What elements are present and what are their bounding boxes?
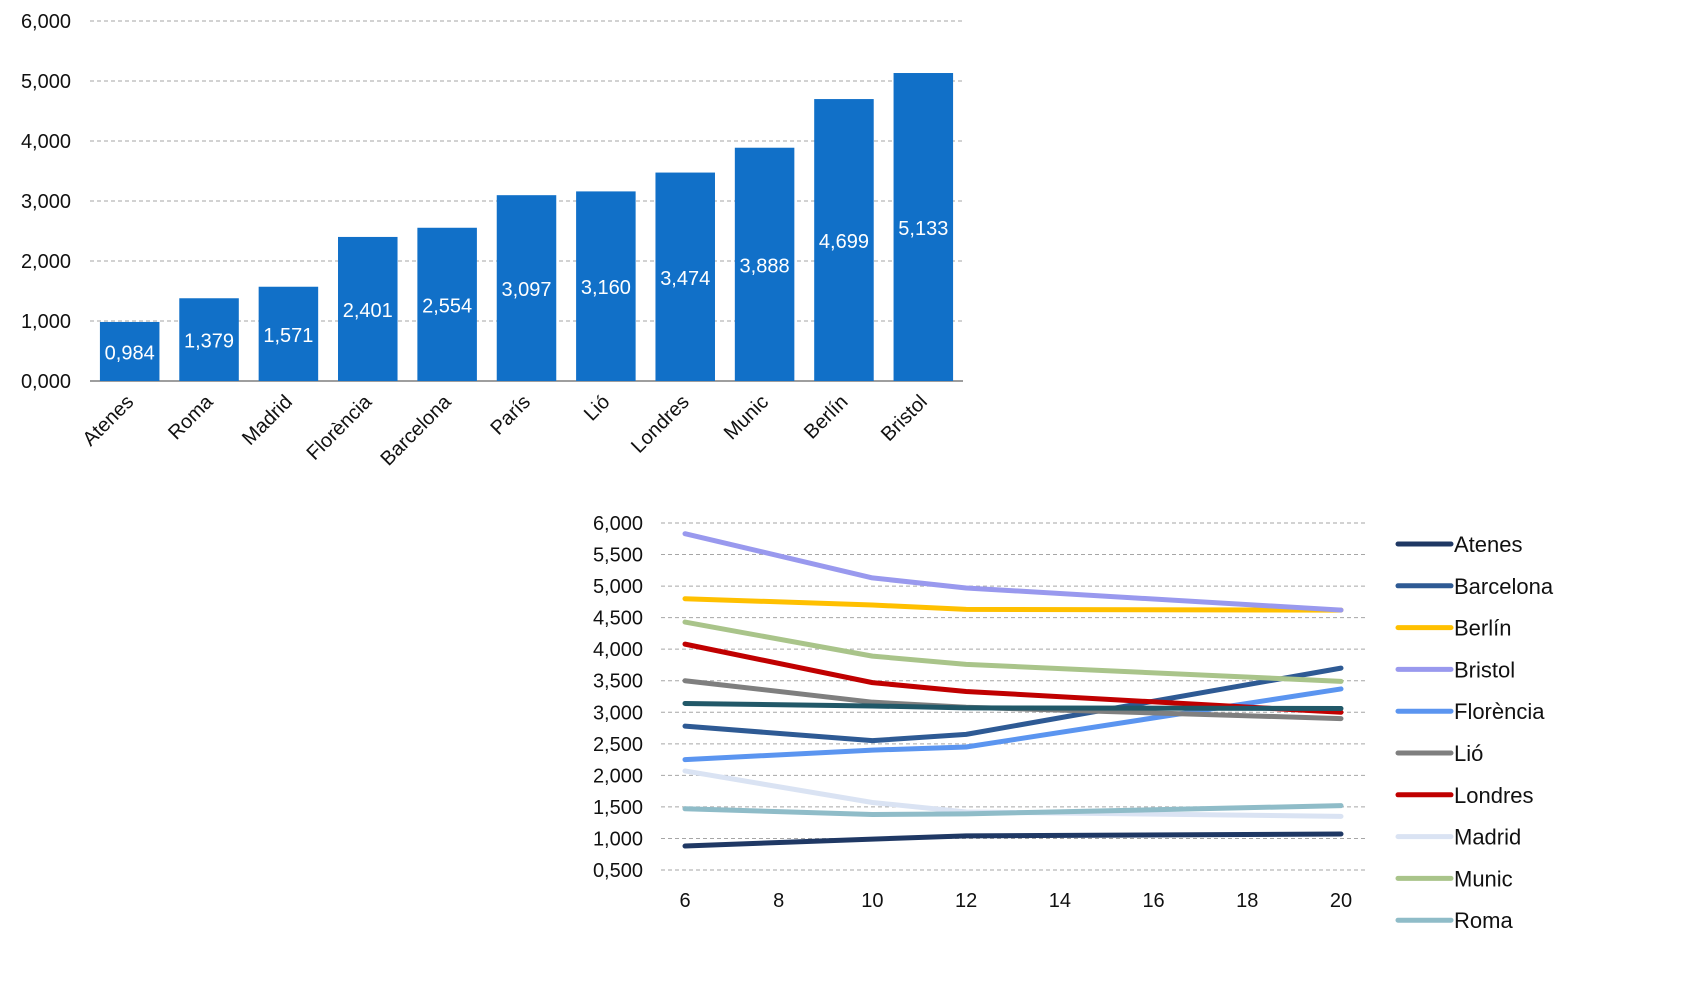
bar-y-tick-label: 5,000 <box>21 71 71 93</box>
bar <box>734 147 795 381</box>
bar-category-label: Atenes <box>79 391 139 451</box>
line-x-tick-label: 8 <box>773 890 784 912</box>
legend-label: Munic <box>1454 866 1513 891</box>
bar-data-label: 1,571 <box>263 325 313 347</box>
series-line <box>682 768 1344 819</box>
legend-label: Bristol <box>1454 657 1515 682</box>
bar-category-label: Londres <box>627 391 694 458</box>
series-line <box>682 831 1344 849</box>
bar-category-label: Roma <box>164 390 218 444</box>
bar-data-label: 5,133 <box>898 218 948 240</box>
legend-label: Florència <box>1454 699 1545 724</box>
bar <box>814 99 874 381</box>
legend-label: Roma <box>1454 908 1513 933</box>
bar-y-tick-label: 4,000 <box>21 131 71 153</box>
bar-chart: 0,000 1,000 2,000 3,000 4,000 5,000 6,000 0,984… <box>21 11 963 470</box>
series-line <box>682 531 1344 613</box>
bar-data-label: 3,097 <box>501 279 551 301</box>
line-y-tick-label: 1,500 <box>593 797 643 819</box>
bar-data-label: 3,160 <box>581 277 631 299</box>
bar-y-tick-label: 2,000 <box>21 251 71 273</box>
bar <box>655 172 715 381</box>
bar-data-label: 4,699 <box>819 231 869 253</box>
line-chart: 0,500 1,000 1,500 2,000 2,500 3,000 3,500 4,000… <box>593 513 1554 933</box>
line-y-tick-label: 1,000 <box>593 828 643 850</box>
bar-data-label: 2,401 <box>343 300 393 322</box>
bar-data-label: 2,554 <box>422 295 472 317</box>
bar-data-label: 3,474 <box>660 268 710 290</box>
bar-data-label: 0,984 <box>105 342 155 364</box>
bar-data-label: 1,379 <box>184 331 234 353</box>
legend-label: Madrid <box>1454 825 1521 850</box>
line-y-tick-label: 0,500 <box>593 860 643 882</box>
line-x-tick-label: 6 <box>679 890 690 912</box>
bar-category-label: Munic <box>720 391 773 444</box>
bar <box>496 195 557 381</box>
series-line <box>682 619 1344 684</box>
bar <box>417 227 477 381</box>
line-y-tick-label: 5,500 <box>593 545 643 567</box>
line-y-tick-label: 2,000 <box>593 765 643 787</box>
bar <box>258 286 319 381</box>
bar-category-label: Berlín <box>800 391 853 444</box>
series-line <box>682 641 1344 715</box>
bar-category-label: Bristol <box>877 391 932 446</box>
line-x-tick-label: 10 <box>861 890 883 912</box>
line-x-tick-label: 14 <box>1049 890 1071 912</box>
line-y-tick-label: 4,500 <box>593 608 643 630</box>
bar-category-label: Florència <box>303 390 377 464</box>
line-y-tick-label: 4,000 <box>593 639 643 661</box>
line-x-tick-label: 20 <box>1330 890 1352 912</box>
legend-label: Atenes <box>1454 532 1523 557</box>
bar <box>576 191 636 381</box>
legend-label: Barcelona <box>1454 574 1554 599</box>
bar <box>338 236 398 381</box>
series-line <box>682 596 1344 613</box>
line-y-tick-label: 3,500 <box>593 671 643 693</box>
legend-label: Londres <box>1454 783 1534 808</box>
line-x-tick-label: 12 <box>955 890 977 912</box>
legend: Atenes Barcelona Berlín Bristol Florència Lió… <box>1395 532 1554 933</box>
line-y-tick-label: 6,000 <box>593 513 643 535</box>
bar-category-label: Lió <box>580 391 614 425</box>
line-x-tick-label: 16 <box>1142 890 1164 912</box>
bar-y-tick-label: 3,000 <box>21 191 71 213</box>
bar-category-label: Barcelona <box>376 390 456 470</box>
legend-label: Berlín <box>1454 616 1511 641</box>
bar <box>99 321 160 381</box>
bar <box>893 73 954 382</box>
series-line <box>682 686 1344 763</box>
line-x-tick-label: 18 <box>1236 890 1258 912</box>
bar-y-tick-label: 1,000 <box>21 311 71 333</box>
bar-category-label: Madrid <box>238 391 297 450</box>
legend-label: Lió <box>1454 741 1483 766</box>
line-y-tick-label: 3,000 <box>593 702 643 724</box>
series-line <box>682 803 1344 817</box>
bar-y-tick-label: 0,000 <box>21 371 71 393</box>
bar-category-label: París <box>486 391 535 440</box>
series-line <box>682 700 1344 711</box>
bar-data-label: 3,888 <box>740 255 790 277</box>
bar-y-tick-label: 6,000 <box>21 11 71 33</box>
line-y-tick-label: 2,500 <box>593 734 643 756</box>
line-y-tick-label: 5,000 <box>593 576 643 598</box>
bar <box>179 298 239 381</box>
